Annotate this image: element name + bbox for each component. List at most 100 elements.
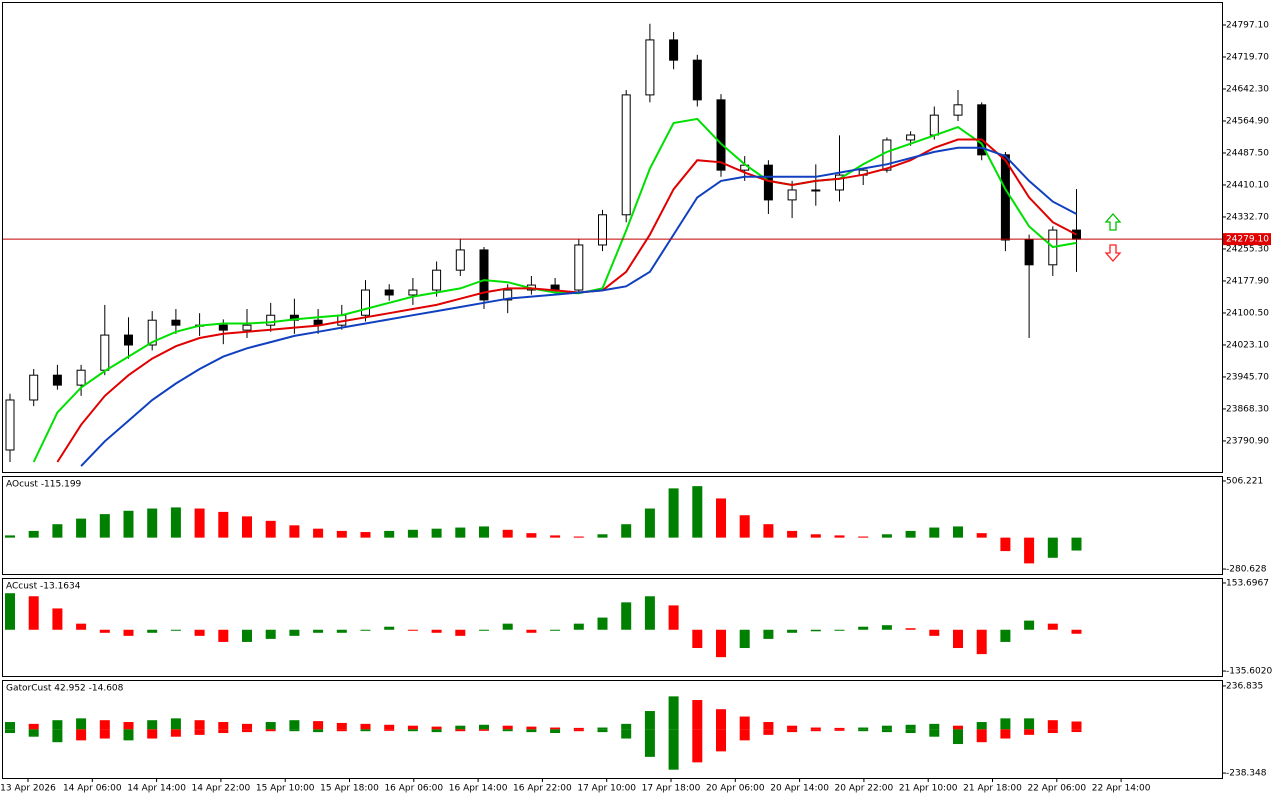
gator-bar xyxy=(502,725,513,730)
histogram-bar xyxy=(242,629,252,642)
y-tick-label: -238.348 xyxy=(1226,769,1267,779)
gator-bar xyxy=(218,722,229,730)
gator-bar xyxy=(692,729,703,763)
histogram-bar xyxy=(289,525,300,538)
histogram-bar xyxy=(953,526,963,538)
histogram-bar xyxy=(716,498,726,538)
gator-bar xyxy=(455,725,466,730)
gator-bar xyxy=(976,729,987,743)
gator-bar xyxy=(218,729,229,734)
histogram-bar xyxy=(502,623,513,630)
candle-body xyxy=(669,39,679,61)
current-price-box xyxy=(1223,233,1271,246)
gator-bar xyxy=(597,729,608,733)
y-tick-label: 24177.90 xyxy=(1226,276,1269,286)
candle-body xyxy=(432,269,442,291)
gator-bar xyxy=(644,729,655,757)
gator-bar xyxy=(621,723,632,730)
gator-bar xyxy=(336,722,347,730)
histogram-bar xyxy=(431,528,442,538)
candle-body xyxy=(29,374,39,401)
moving-average-line xyxy=(56,138,1077,463)
candle-body xyxy=(1024,239,1034,266)
histogram-bar xyxy=(52,524,63,538)
gator-bar xyxy=(526,729,537,733)
histogram-bar xyxy=(242,516,252,538)
candle-body xyxy=(645,39,655,96)
candle-body xyxy=(763,164,773,201)
histogram-bar xyxy=(834,629,845,631)
y-tick-label: 24100.50 xyxy=(1226,308,1269,318)
candle-body xyxy=(242,324,252,331)
y-tick-label: 23790.90 xyxy=(1226,436,1269,446)
x-tick-label: 15 Apr 10:00 xyxy=(256,784,315,794)
histogram-bar xyxy=(360,532,371,538)
histogram-bar xyxy=(739,515,750,538)
candle-body xyxy=(100,334,110,371)
x-tick-label: 16 Apr 14:00 xyxy=(449,784,508,794)
gator-bar xyxy=(313,721,324,730)
x-tick-label: 17 Apr 18:00 xyxy=(642,784,701,794)
gator-bar xyxy=(1047,729,1058,734)
histogram-bar xyxy=(1047,537,1058,558)
x-tick-label: 20 Apr 14:00 xyxy=(770,784,829,794)
histogram-bar xyxy=(313,528,324,538)
gator-bar xyxy=(123,729,134,741)
gator-bar xyxy=(597,727,608,730)
histogram-bar xyxy=(170,629,181,631)
gator-bar xyxy=(881,729,892,733)
y-tick-label: 236.835 xyxy=(1226,681,1263,691)
gator-bar xyxy=(123,722,134,730)
gator-bar xyxy=(5,729,15,734)
gator-bar xyxy=(384,729,395,731)
histogram-bar xyxy=(716,629,726,658)
histogram-bar xyxy=(360,629,371,631)
histogram-bar xyxy=(194,508,205,538)
histogram-bar xyxy=(384,626,395,630)
histogram-bar xyxy=(5,535,15,538)
gator-bar xyxy=(194,720,205,730)
candle-body xyxy=(266,314,276,326)
x-tick-label: 20 Apr 06:00 xyxy=(706,784,765,794)
candle-body xyxy=(171,319,181,326)
y-tick-label: -135.6020 xyxy=(1226,667,1272,677)
histogram-bar xyxy=(28,530,39,538)
y-tick-label: -280.628 xyxy=(1226,565,1267,575)
y-tick-label: 24564.90 xyxy=(1226,116,1269,126)
histogram-bar xyxy=(218,511,229,538)
histogram-bar xyxy=(289,629,300,636)
signal-arrows xyxy=(1104,213,1122,262)
y-tick-label: 24332.70 xyxy=(1226,212,1269,222)
candle-body xyxy=(147,319,157,346)
histogram-bar xyxy=(1024,620,1035,630)
gator-bar xyxy=(479,724,489,730)
histogram-bar xyxy=(147,508,158,538)
candle-body xyxy=(574,244,584,291)
gator-bar xyxy=(360,729,371,732)
histogram-bar xyxy=(479,526,489,538)
histogram-bar xyxy=(550,535,561,538)
candle-body xyxy=(835,174,844,191)
candle-body xyxy=(906,134,916,141)
gator-bar xyxy=(929,723,940,730)
gator-bar xyxy=(147,729,158,739)
gator-bar xyxy=(360,723,371,730)
y-tick-label: 24023.10 xyxy=(1226,340,1269,350)
histogram-bar xyxy=(644,596,655,630)
gator-bar xyxy=(526,726,537,730)
x-tick-label: 22 Apr 06:00 xyxy=(1027,784,1086,794)
histogram-bar xyxy=(834,535,845,538)
histogram-bar xyxy=(858,536,869,538)
gator-bar xyxy=(573,729,584,732)
histogram-bar xyxy=(526,629,537,633)
gator-bar xyxy=(668,729,679,770)
histogram-bar xyxy=(431,629,442,633)
gator-bar xyxy=(99,729,110,739)
gator-bar xyxy=(929,729,940,737)
histogram-bar xyxy=(597,534,608,538)
histogram-bar xyxy=(502,529,513,538)
candle-body xyxy=(598,214,607,246)
histogram-bar xyxy=(810,629,821,632)
